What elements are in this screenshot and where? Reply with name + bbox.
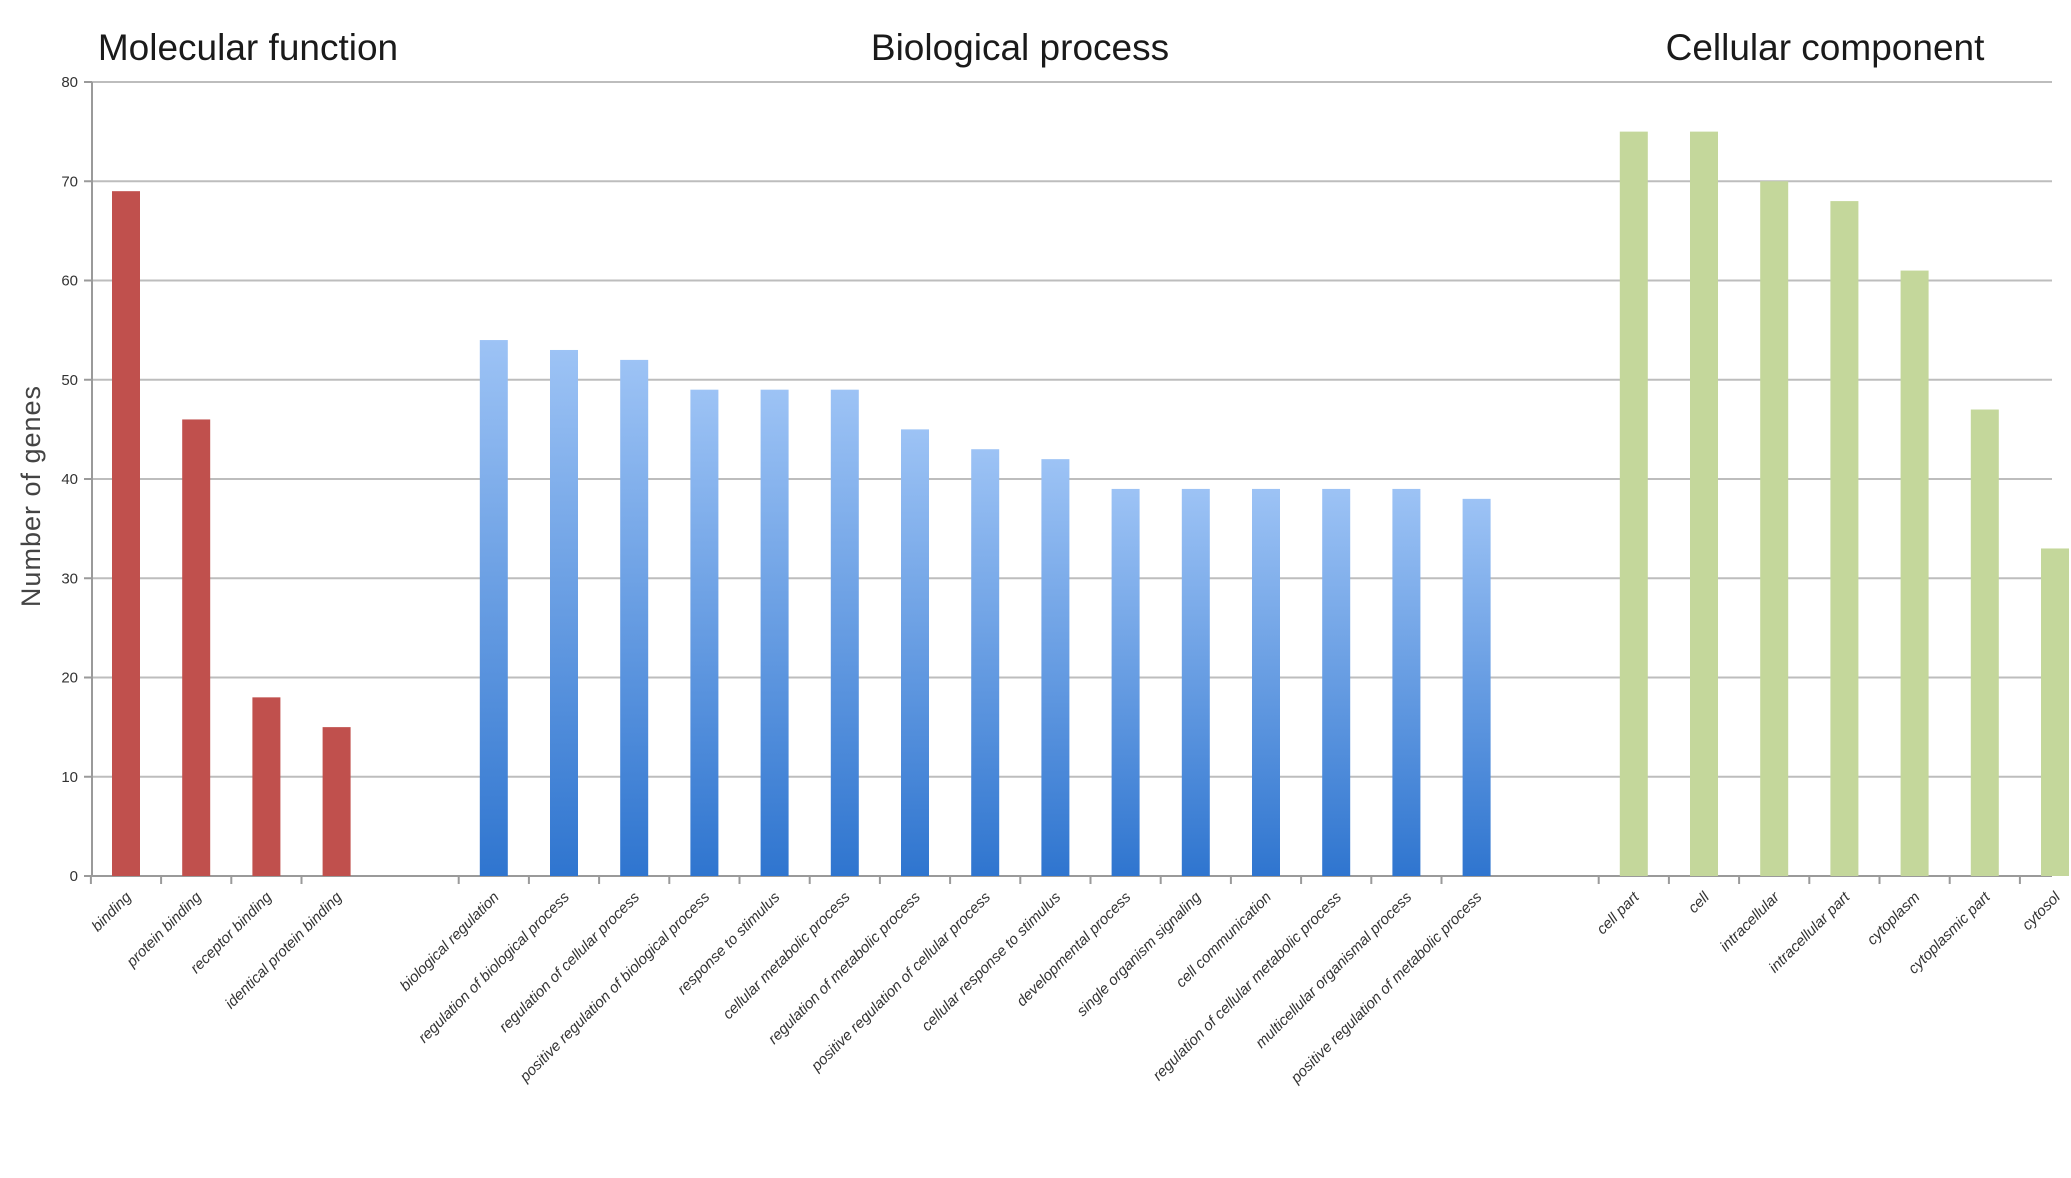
bar-biological-regulation [479,340,508,876]
bar-positive-regulation-of-biological-process [690,389,719,876]
bar-protein-binding [182,419,211,876]
bar-regulation-of-cellular-process [620,359,649,876]
bar-cell [1690,131,1718,876]
y-tick-label: 30 [61,570,78,587]
bar-response-to-stimulus [760,389,789,876]
bar-receptor-binding [252,697,281,876]
gridlines [92,81,2052,778]
y-tick-label: 80 [61,74,78,91]
bar-cytoplasmic-part [1970,409,1999,876]
y-tick-label: 40 [61,471,78,488]
y-axis-title: Number of genes [16,385,46,607]
category-label: regulation of cellular process [496,888,643,1035]
y-tick-label: 20 [61,670,78,687]
group-title: Biological process [871,27,1169,68]
category-label: binding [89,888,136,935]
bar-intracellular-part [1830,201,1859,877]
y-tick-label: 70 [61,173,78,190]
y-tick-label: 50 [61,372,78,389]
category-label: intracellular [1717,888,1784,955]
category-label: developmental process [1013,888,1134,1009]
category-label: regulation of metabolic process [765,888,924,1047]
bar-multicellular-organismal-process [1392,488,1421,876]
y-tick-label: 60 [61,273,78,290]
bar-cellular-response-to-stimulus [1041,459,1070,876]
bar-positive-regulation-of-metabolic-process [1462,498,1491,876]
group-title: Molecular function [98,27,398,68]
y-tick-label: 0 [70,868,78,885]
axes: 0 10 20 30 40 50 60 70 80 [61,74,2052,885]
bar-intracellular [1760,181,1789,876]
category-label: cytosol [2019,888,2065,934]
category-label: single organism signaling [1074,888,1206,1020]
y-tick-label: 10 [61,769,78,786]
category-label: identical protein binding [222,888,346,1012]
bars [112,131,2069,877]
category-label: regulation of biological process [415,888,573,1046]
group-title: Cellular component [1666,27,1986,68]
category-label: cell [1685,888,1713,916]
group-titles: Molecular function Biological process Cell… [98,27,1985,68]
bar-regulation-of-cellular-metabolic-process [1322,488,1351,876]
bar-cytoplasm [1900,270,1929,876]
bar-cytosol [2041,548,2069,876]
bar-identical-protein-binding [322,727,351,876]
category-label: cell part [1593,888,1643,938]
bar-regulation-of-biological-process [550,349,578,877]
category-label: cellular metabolic process [720,888,854,1022]
bar-cell-part [1619,131,1648,876]
bar-cell-communication [1252,488,1280,876]
category-label: cytoplasm [1864,889,1924,949]
bar-developmental-process [1111,488,1140,876]
bar-binding [112,191,140,877]
bar-regulation-of-metabolic-process [901,429,929,876]
category-label: cellular response to stimulus [918,888,1064,1034]
bar-single-organism-signaling [1181,488,1210,876]
bar-cellular-metabolic-process [830,389,859,876]
bar-positive-regulation-of-cellular-process [971,449,1000,876]
